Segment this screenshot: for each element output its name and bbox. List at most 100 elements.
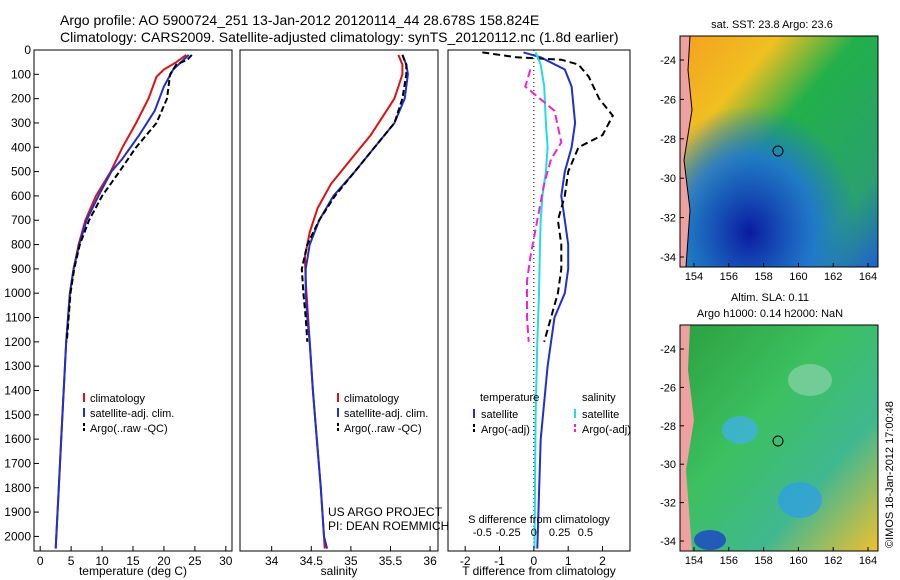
y-tick-label: 500 [11,165,31,179]
legend-label: satellite-adj. clim. [344,408,428,420]
x-tick-label: 2 [599,554,606,568]
series-line-argo-raw-qc- [300,54,408,342]
x-tick-label: 35.5 [379,554,403,568]
profile-panel-2: 34 34.5 35 35.5 36 salinity climatology satelli… [239,49,439,578]
project-label: US ARGO PROJECT [328,505,443,519]
y-tick-label: 1300 [4,359,31,373]
map-x-tick-label: 156 [720,555,738,567]
map-y-tick-label: -26 [660,94,676,106]
map-y-tick-label: -28 [660,421,676,433]
x-tick-label: 0 [531,554,538,568]
y-tick-label: 1100 [5,311,31,325]
x-tick-label: 34 [265,554,279,568]
x-tick-label: -2 [460,554,471,568]
y-tick-label: 800 [11,238,31,252]
x-tick-label: 30 [219,554,233,568]
series-line-climatology [54,54,187,549]
profile-panel-1: 0 5 10 15 20 25 30 temperature (deg C) 0 100 200 30… [4,43,233,578]
sla-map-field [680,325,878,551]
y-tick-label: 700 [11,213,31,227]
map-y-tick-label: -30 [660,173,676,185]
y-tick-label: 900 [11,262,31,276]
sla-map-eddy-3 [778,482,822,518]
legend-title-salinity: salinity [582,392,616,404]
sla-map-eddy-4 [694,530,726,550]
x2-tick-label: -0.25 [496,527,521,539]
series-line-s-argo-adj- [524,69,563,342]
x2-tick-label: 0.5 [578,527,593,539]
map-y-tick-label: -24 [660,55,676,67]
y-tick-label: 600 [11,189,31,203]
sst-map: sat. SST: 23.8 Argo: 23.6 154 156 158 160 16… [660,19,879,283]
sst-map-land [680,36,692,267]
x-tick-label: 25 [188,554,202,568]
series-line-s-satellite [533,52,549,549]
x2-tick-label: 0.25 [549,527,570,539]
legend-label: Argo(..raw -QC) [344,423,422,435]
header-title-line1: Argo profile: AO 5900724_251 13-Jan-2012… [60,12,540,28]
x2-tick-label: -0.5 [473,527,492,539]
x-tick-label: 36 [423,554,437,568]
x-tick-label: 1 [565,554,572,568]
y-tick-label: 1700 [4,456,31,470]
map-y-tick-label: -32 [660,213,676,225]
header-title-line2: Climatology: CARS2009. Satellite-adjuste… [60,29,619,45]
y-tick-label: 1600 [4,432,31,446]
sst-map-title: sat. SST: 23.8 Argo: 23.6 [711,19,833,31]
map-y-tick-label: -28 [660,134,676,146]
sla-map-title-1: Altim. SLA: 0.11 [731,292,809,304]
map-y-tick-label: -26 [660,382,676,394]
series-line-t-argo-adj- [482,51,614,343]
map-y-tick-label: -32 [660,498,676,510]
x-tick-label: 34.5 [300,554,324,568]
map-x-tick-label: 154 [685,271,703,283]
map-y-tick-label: -30 [660,459,676,471]
series-line-satellite-adj-clim- [304,54,409,549]
legend-label: satellite [481,409,518,421]
x-tick-label: 20 [157,554,171,568]
x2-tick-label: 0 [531,527,537,539]
legend-label: climatology [90,393,146,405]
y-tick-label: 1500 [4,408,31,422]
legend-label: satellite [582,409,619,421]
map-x-tick-label: 164 [859,271,877,283]
y-tick-label: 200 [11,92,31,106]
x-tick-label: -1 [494,554,505,568]
series-line-argo-raw-qc- [65,54,193,342]
map-y-tick-label: -34 [660,252,676,264]
series-line-satellite-adj-clim- [54,54,190,549]
y-tick-label: 400 [11,140,31,154]
sla-map: Altim. SLA: 0.11 Argo h1000: 0.14 h2000:… [660,292,879,567]
plot-frame [33,49,233,552]
map-x-tick-label: 164 [859,555,877,567]
plot-frame [239,49,439,552]
sst-map-cold-region [680,36,878,267]
y-tick-label: 1200 [4,335,31,349]
map-x-tick-label: 158 [754,271,772,283]
map-y-tick-label: -34 [660,536,676,548]
x-tick-label: 0 [37,554,44,568]
x-tick-label: 35 [344,554,358,568]
sst-map-frame [679,35,879,268]
series-line-t-satellite [523,51,577,549]
sla-map-title-2: Argo h1000: 0.14 h2000: NaN [697,308,843,320]
sla-map-float-marker [772,435,784,447]
y-tick-label: 1800 [4,481,31,495]
y-tick-label: 100 [11,67,31,81]
pi-label: PI: DEAN ROEMMICH [328,519,449,533]
map-x-tick-label: 154 [685,555,703,567]
x-tick-label: 15 [126,554,140,568]
y-tick-label: 300 [11,116,31,130]
map-x-tick-label: 160 [789,271,807,283]
legend-label: climatology [344,393,400,405]
legend-label: Argo(-adj) [481,424,530,436]
y-tick-label: 1900 [4,505,31,519]
x-tick-label: 5 [68,554,75,568]
sla-map-land [680,325,694,551]
sla-map-frame [679,324,879,552]
legend-label: Argo(-adj) [582,424,631,436]
sla-map-eddy-2 [788,364,832,396]
map-y-tick-label: -24 [660,344,676,356]
legend-label: satellite-adj. clim. [90,408,174,420]
